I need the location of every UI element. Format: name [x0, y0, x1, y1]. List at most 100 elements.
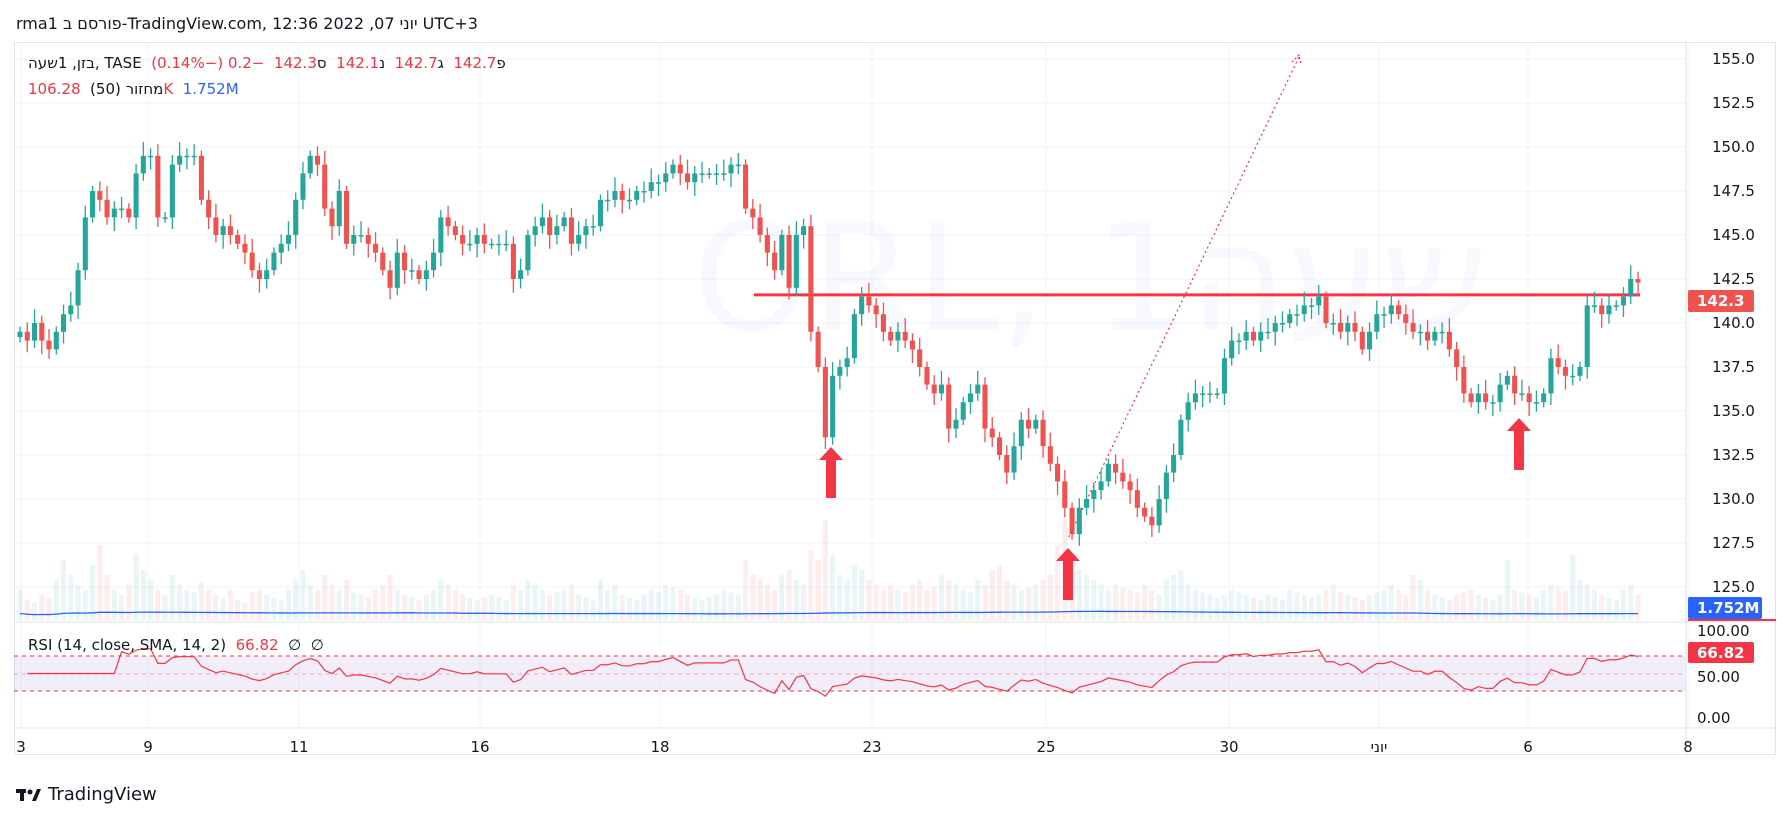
- candle[interactable]: [880, 314, 886, 332]
- candle[interactable]: [1308, 305, 1315, 307]
- candle[interactable]: [148, 155, 154, 158]
- candle[interactable]: [1163, 472, 1169, 499]
- candle[interactable]: [655, 182, 662, 184]
- candle[interactable]: [1533, 402, 1539, 404]
- candle[interactable]: [1018, 419, 1024, 447]
- candle[interactable]: [53, 331, 59, 350]
- candle[interactable]: [1519, 393, 1525, 395]
- candle[interactable]: [249, 252, 255, 271]
- candle[interactable]: [271, 252, 277, 271]
- candle[interactable]: [111, 208, 117, 218]
- candle[interactable]: [1207, 393, 1213, 395]
- candle[interactable]: [525, 235, 531, 271]
- candle[interactable]: [1606, 305, 1612, 315]
- candle[interactable]: [960, 402, 966, 420]
- candle[interactable]: [721, 173, 727, 175]
- candle[interactable]: [438, 217, 444, 253]
- candle[interactable]: [1454, 349, 1460, 367]
- candle[interactable]: [757, 217, 763, 235]
- candle[interactable]: [1490, 402, 1496, 404]
- candle[interactable]: [612, 191, 618, 200]
- candle[interactable]: [227, 226, 233, 235]
- candle[interactable]: [1374, 314, 1380, 332]
- candle[interactable]: [1345, 323, 1351, 332]
- candle[interactable]: [1613, 305, 1619, 307]
- candle[interactable]: [1417, 331, 1423, 334]
- candle[interactable]: [1367, 331, 1373, 350]
- candle[interactable]: [764, 235, 770, 253]
- candle[interactable]: [24, 331, 30, 341]
- candle[interactable]: [590, 226, 596, 228]
- candle[interactable]: [467, 243, 473, 246]
- candle[interactable]: [750, 208, 756, 218]
- candle[interactable]: [953, 419, 959, 429]
- candle[interactable]: [837, 367, 843, 376]
- candle[interactable]: [322, 164, 328, 209]
- candle[interactable]: [866, 296, 872, 306]
- candle[interactable]: [1142, 507, 1148, 517]
- candle[interactable]: [307, 155, 313, 174]
- candle[interactable]: [576, 235, 582, 244]
- candle[interactable]: [82, 217, 88, 271]
- candle[interactable]: [285, 235, 291, 244]
- projection-line[interactable]: [1068, 56, 1300, 538]
- candle[interactable]: [1475, 393, 1481, 403]
- candle[interactable]: [293, 199, 299, 235]
- candle[interactable]: [177, 155, 183, 165]
- candle[interactable]: [1620, 296, 1627, 306]
- candle[interactable]: [409, 270, 415, 272]
- candle[interactable]: [1243, 331, 1249, 341]
- candle[interactable]: [1178, 419, 1184, 455]
- candle[interactable]: [699, 173, 705, 175]
- time-axis[interactable]: 3 9 11 16 18 23 25 30 יוני 6 8: [16, 738, 1693, 756]
- candle[interactable]: [1584, 305, 1590, 367]
- candle[interactable]: [1229, 340, 1235, 359]
- candle[interactable]: [735, 164, 741, 167]
- candle[interactable]: [931, 384, 937, 394]
- candle[interactable]: [1352, 323, 1358, 332]
- candle[interactable]: [198, 155, 204, 200]
- candle[interactable]: [31, 323, 38, 341]
- candle[interactable]: [844, 358, 850, 367]
- candle[interactable]: [140, 155, 146, 174]
- candle[interactable]: [539, 217, 545, 227]
- candle[interactable]: [431, 252, 437, 271]
- candle[interactable]: [1250, 331, 1256, 341]
- candle[interactable]: [1599, 305, 1605, 315]
- candle[interactable]: [169, 164, 175, 218]
- candle[interactable]: [104, 199, 110, 218]
- candle[interactable]: [1127, 481, 1133, 491]
- candle[interactable]: [119, 208, 125, 211]
- candle[interactable]: [518, 270, 524, 279]
- candle[interactable]: [909, 340, 915, 350]
- candle[interactable]: [634, 191, 640, 200]
- candle[interactable]: [1004, 455, 1010, 473]
- candle[interactable]: [743, 164, 749, 209]
- candle[interactable]: [547, 217, 553, 235]
- candle[interactable]: [1497, 384, 1503, 403]
- candle[interactable]: [1446, 331, 1452, 350]
- candle[interactable]: [162, 217, 168, 219]
- candle[interactable]: [39, 323, 45, 341]
- candle[interactable]: [372, 243, 379, 253]
- candle[interactable]: [851, 314, 857, 359]
- candle[interactable]: [1192, 393, 1198, 403]
- candle[interactable]: [1091, 490, 1097, 499]
- candle[interactable]: [402, 252, 408, 271]
- candle[interactable]: [1301, 305, 1307, 315]
- candle[interactable]: [1628, 279, 1634, 297]
- candle[interactable]: [474, 235, 480, 244]
- candle[interactable]: [554, 226, 560, 235]
- candle[interactable]: [97, 191, 103, 200]
- candle[interactable]: [351, 235, 357, 244]
- candle[interactable]: [206, 199, 212, 218]
- candle[interactable]: [1577, 367, 1583, 376]
- candle[interactable]: [605, 199, 611, 202]
- candle[interactable]: [90, 191, 96, 218]
- candle[interactable]: [460, 235, 466, 244]
- candle[interactable]: [191, 155, 197, 158]
- candle[interactable]: [343, 191, 350, 244]
- candle[interactable]: [568, 217, 574, 244]
- candle[interactable]: [1149, 516, 1155, 526]
- candle[interactable]: [133, 173, 139, 218]
